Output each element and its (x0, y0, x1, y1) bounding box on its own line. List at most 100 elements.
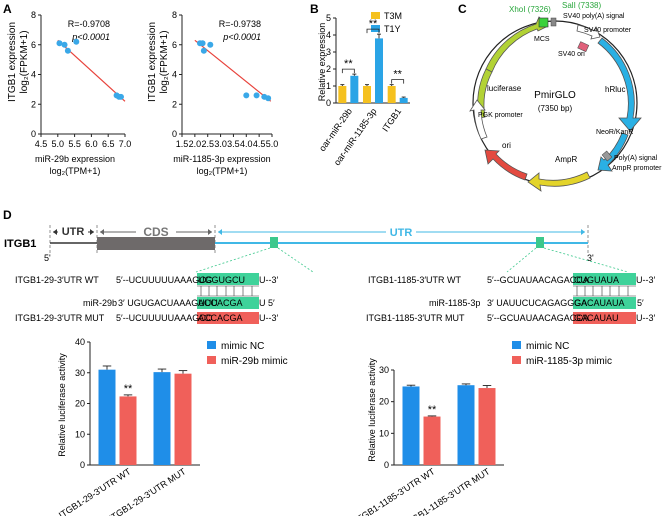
scatter-left-xlabel-2: log₂(TPM+1) (50, 166, 101, 176)
bar (98, 369, 116, 465)
seq29-mir-label: miR-29b (83, 298, 117, 308)
data-point (253, 92, 260, 99)
scatter-right-xlabel-1: miR-1185-3p expression (173, 154, 270, 164)
y-tick-label: 8 (172, 10, 177, 20)
bar (350, 75, 359, 103)
seq29-wt-site: UGGUGCU (198, 275, 245, 285)
wt-site-highlight (573, 273, 636, 285)
data-point (199, 40, 206, 47)
neor-feature (597, 132, 629, 172)
y-tick-label: 3 (326, 47, 331, 57)
ampr-promoter-label: AmpR promoter (612, 165, 662, 172)
sali-label: SalI (7338) (562, 1, 601, 10)
legend-swatch-mimic-nc (207, 341, 216, 349)
significance-label: ** (369, 18, 378, 30)
significance-label: ** (344, 58, 353, 70)
seq1185-mut-post: U--3′ (636, 313, 655, 323)
seq1185-mut-site: GACAUAU (574, 313, 619, 323)
utr5-label-bg (58, 225, 88, 237)
significance-bracket (366, 28, 380, 34)
neor-label: NeoR/KanR (596, 129, 633, 136)
zoom-line (277, 247, 314, 273)
y-tick-label: 1 (326, 81, 331, 91)
x-tick-label: 6.5 (102, 139, 115, 149)
seq29-mut-label: ITGB1-29-3′UTR MUT (15, 313, 105, 323)
x-tick-label: 5.5 (68, 139, 81, 149)
scatter-right-ylabel-1: ITGB1 expression (147, 22, 158, 102)
pgk-label: PGK promoter (478, 112, 523, 119)
bar (363, 86, 371, 103)
mut-site-highlight (197, 312, 259, 324)
significance-label: ** (124, 383, 133, 395)
mir-site-highlight (197, 297, 259, 309)
panel-label-d: D (3, 208, 12, 222)
significance-bracket (391, 79, 405, 84)
x-tick-label: 3.5 (227, 139, 240, 149)
data-point (64, 47, 71, 54)
scatter-right-p: p<0.0001 (222, 32, 261, 42)
data-point (56, 40, 63, 47)
seq1185-mir-post: 5′ (637, 298, 644, 308)
seq1185-wt-post: U--3′ (636, 275, 655, 285)
seq1185-mir-pre: 3′ UAUUCUCAGAGGGA (487, 298, 587, 308)
luc1185-ylabel: Relative luciferase activity (367, 358, 377, 462)
seq1185-mut-label: ITGB1-1185-3′UTR MUT (366, 313, 465, 323)
seq1185-mir-label: miR-1185-3p (429, 298, 480, 308)
seq29-wt-post: U--3′ (259, 275, 278, 285)
utr3-label-bg (386, 225, 416, 238)
gene-schematic: UTR CDS UTR ITGB1 5' 3' (4, 224, 629, 273)
gene-3prime: 3' (587, 253, 594, 263)
cds-label-bg (136, 224, 176, 238)
legend-swatch-mir29b-mimic (207, 356, 216, 364)
x-tick-label: 1.5 (176, 139, 189, 149)
sv40-ori-feature (577, 41, 590, 53)
scatter-left-ylabel-2: log₂(FPKM+1) (19, 30, 30, 93)
y-tick-label: 0 (80, 460, 85, 470)
category-label: ITGB1 (380, 106, 403, 133)
y-tick-label: 10 (75, 429, 85, 439)
category-label: ITGB1-1185-3'UTR MUT (403, 466, 492, 516)
seq29-mir-site: ACCACGA (198, 298, 243, 308)
y-tick-label: 40 (75, 337, 85, 347)
bar (153, 372, 171, 465)
ori-feature (484, 149, 528, 181)
x-tick-label: 4.5 (253, 139, 266, 149)
ampr-feature (527, 171, 591, 192)
bar (457, 385, 475, 465)
y-tick-label: 4 (326, 30, 331, 40)
sequence-alignment-mir29b: ITGB1-29-3′UTR WT 5′--UCUUUUUAAAGCC UGGU… (15, 273, 278, 324)
sv40-promoter-feature (576, 24, 601, 40)
scatter-left-r: R=-0.9708 (68, 19, 110, 29)
legend-label-mir29b-mimic: miR-29b mimic (221, 356, 288, 367)
zoom-line (543, 247, 629, 273)
y-tick-label: 5 (326, 13, 331, 23)
y-tick-label: 0 (172, 129, 177, 139)
seq29-mir-post: U 5′ (259, 298, 275, 308)
bar (402, 386, 420, 465)
x-tick-label: 4.5 (35, 139, 48, 149)
bar (174, 373, 192, 465)
panel-label-c: C (458, 2, 467, 16)
data-point (61, 41, 68, 48)
cds-block (97, 237, 215, 250)
y-tick-label: 2 (326, 64, 331, 74)
bar (423, 416, 441, 465)
data-point (200, 47, 207, 54)
x-tick-label: 5.0 (52, 139, 65, 149)
legend-label-mimic-nc: mimic NC (221, 341, 264, 352)
y-tick-label: 2 (31, 99, 36, 109)
panel-label-a: A (3, 2, 12, 16)
bar (399, 97, 408, 103)
y-tick-label: 0 (326, 98, 331, 108)
regression-line (194, 39, 272, 102)
y-tick-label: 20 (379, 397, 389, 407)
gene-5prime: 5' (44, 253, 51, 263)
x-tick-label: 4.0 (240, 139, 253, 149)
scatter-left-xlabel-1: miR-29b expression (35, 154, 115, 164)
utr5-label: UTR (62, 226, 85, 238)
mir-site-highlight (573, 297, 636, 309)
y-tick-label: 30 (75, 368, 85, 378)
seq29-mir-pre: 3′ UGUGACUAAAGUUU (118, 298, 218, 308)
cds-label: CDS (143, 225, 168, 239)
seq29-wt-pre: 5′--UCUUUUUAAAGCC (116, 275, 213, 285)
